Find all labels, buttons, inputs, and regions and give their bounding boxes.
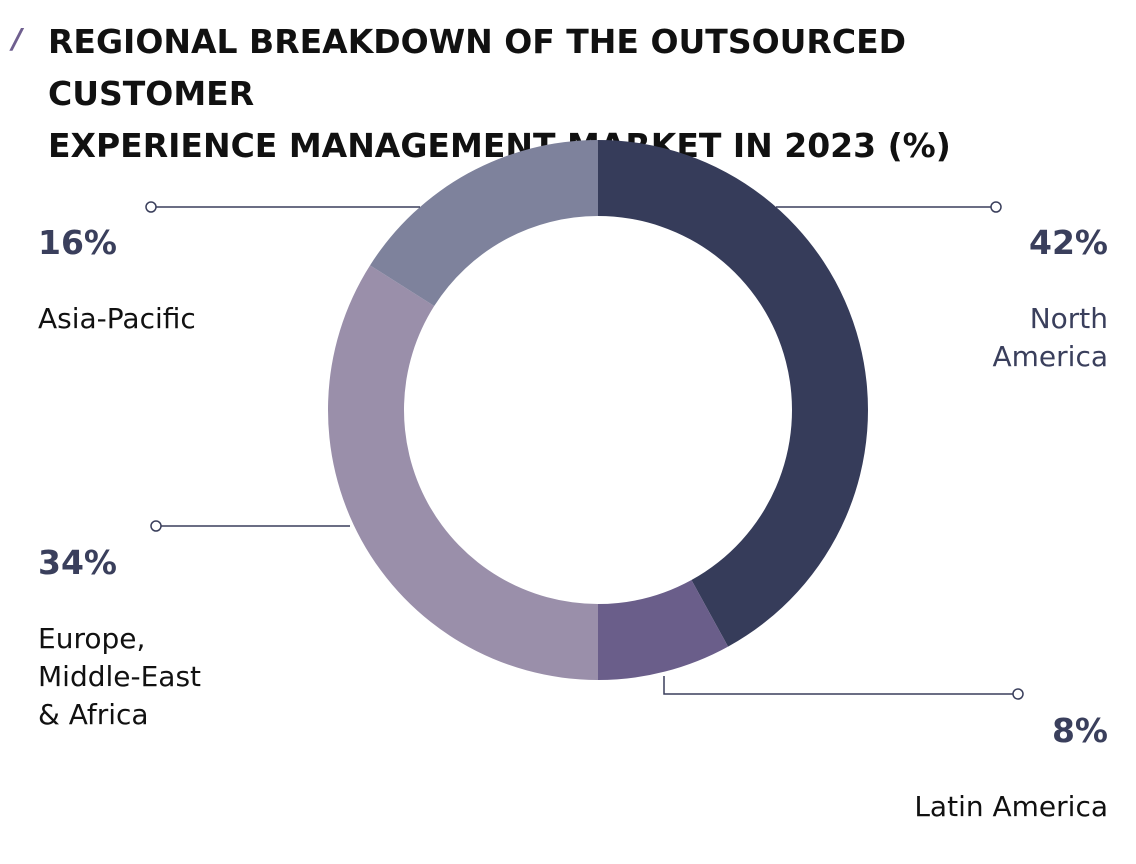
title-slash-icon: / bbox=[12, 22, 23, 55]
slice-asia-pacific bbox=[370, 139, 598, 307]
value-label-north-america: 42% bbox=[1029, 223, 1108, 262]
leader-dot-latin-america bbox=[1012, 688, 1024, 700]
slice-north-america bbox=[598, 140, 868, 647]
label-north-america: 42% North America bbox=[993, 186, 1109, 414]
value-label-asia-pacific: 16% bbox=[38, 223, 117, 262]
leader-line-latin-america bbox=[663, 676, 1018, 695]
leader-dot-north-america bbox=[990, 201, 1002, 213]
value-label-emea: 34% bbox=[38, 543, 117, 582]
category-label-asia-pacific: Asia-Pacific bbox=[38, 302, 196, 335]
category-label-emea: Europe, Middle-East & Africa bbox=[38, 622, 202, 731]
slice-emea bbox=[327, 265, 598, 680]
slice-latin-america bbox=[598, 580, 729, 680]
label-latin-america: 8% Latin America bbox=[914, 674, 1108, 864]
donut-chart bbox=[145, 139, 1024, 700]
leader-dot-emea bbox=[150, 520, 162, 532]
category-label-north-america: North America bbox=[992, 302, 1109, 373]
category-label-latin-america: Latin America bbox=[914, 790, 1108, 823]
label-asia-pacific: 16% Asia-Pacific bbox=[38, 186, 196, 376]
value-label-latin-america: 8% bbox=[1051, 711, 1108, 750]
chart-title: REGIONAL BREAKDOWN OF THE OUTSOURCED CUS… bbox=[48, 22, 951, 165]
leader-dot-asia-pacific bbox=[145, 201, 157, 213]
label-emea: 34% Europe, Middle-East & Africa bbox=[38, 506, 201, 772]
